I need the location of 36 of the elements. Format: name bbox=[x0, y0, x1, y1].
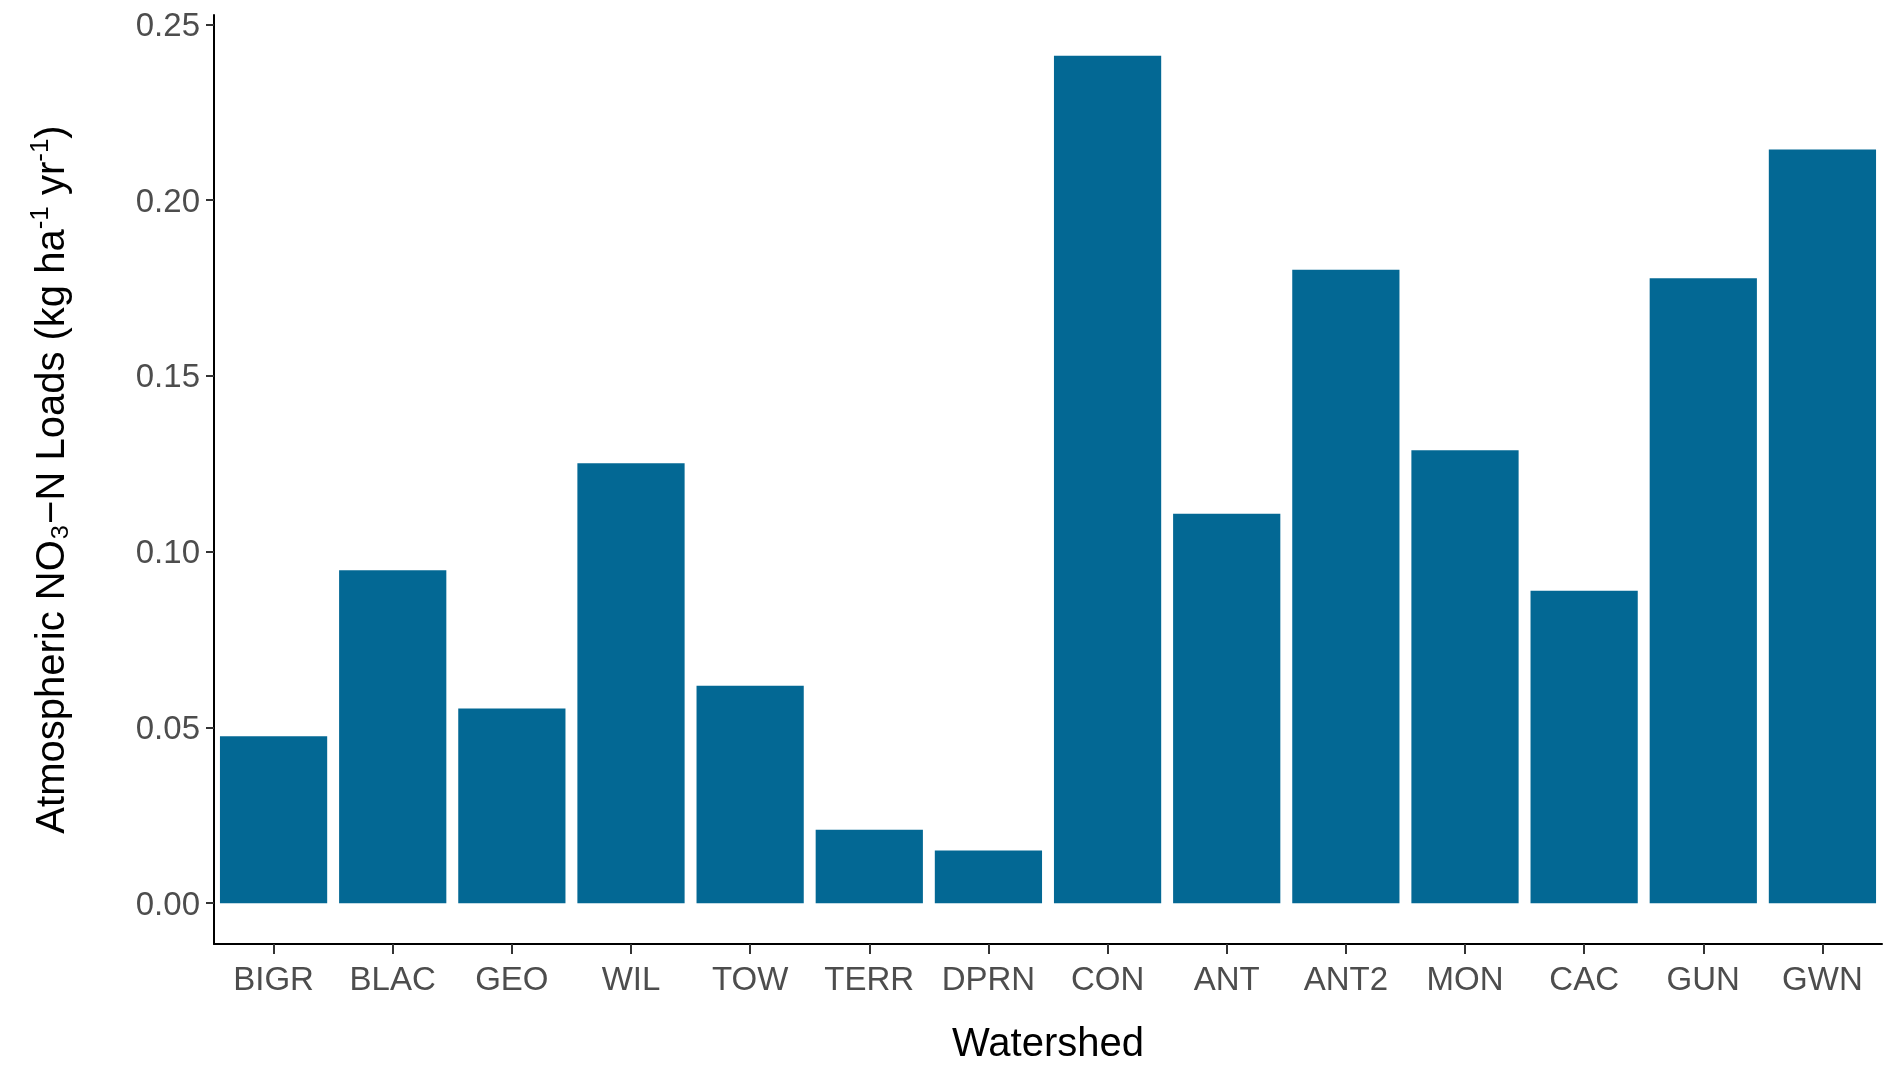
bar bbox=[339, 570, 447, 904]
bar bbox=[1173, 513, 1281, 904]
x-tick-label: TERR bbox=[824, 960, 915, 997]
y-tick-label: 0.15 bbox=[135, 357, 200, 395]
y-axis-title: Atmospheric NO₃−N Loads (kg ha-1 yr-1) bbox=[24, 125, 72, 834]
y-tick-label: 0.05 bbox=[135, 708, 200, 746]
bar bbox=[1649, 278, 1757, 904]
x-tick-label: BLAC bbox=[349, 960, 436, 997]
x-tick-label: CAC bbox=[1549, 960, 1619, 997]
bar bbox=[1768, 149, 1877, 904]
bar bbox=[696, 685, 804, 904]
bar bbox=[934, 850, 1043, 904]
x-tick-label: GEO bbox=[475, 960, 549, 997]
x-tick-label: ANT bbox=[1193, 960, 1260, 997]
x-tick-label: DPRN bbox=[941, 960, 1036, 997]
bar bbox=[1292, 269, 1400, 904]
x-tick-label: ANT2 bbox=[1303, 960, 1389, 997]
y-tick-label: 0.00 bbox=[135, 884, 200, 922]
y-tick-label: 0.25 bbox=[135, 5, 200, 43]
x-tick-label: CON bbox=[1070, 960, 1145, 997]
bar bbox=[1411, 450, 1519, 904]
y-tick-label: 0.10 bbox=[135, 533, 200, 571]
x-tick-label: BIGR bbox=[233, 960, 314, 997]
bar bbox=[1530, 590, 1638, 904]
bar bbox=[219, 736, 328, 904]
x-tick-label: TOW bbox=[711, 960, 790, 997]
bar bbox=[1053, 55, 1162, 904]
y-tick-label: 0.20 bbox=[135, 181, 200, 219]
x-tick-label: GUN bbox=[1666, 960, 1740, 997]
bar bbox=[815, 829, 923, 904]
x-tick-label: WIL bbox=[601, 960, 661, 997]
x-axis-title: Watershed bbox=[952, 1020, 1144, 1064]
x-tick-label: GWN bbox=[1782, 960, 1863, 997]
bar bbox=[577, 463, 685, 904]
bar bbox=[458, 708, 566, 904]
x-tick-label: MON bbox=[1426, 960, 1504, 997]
